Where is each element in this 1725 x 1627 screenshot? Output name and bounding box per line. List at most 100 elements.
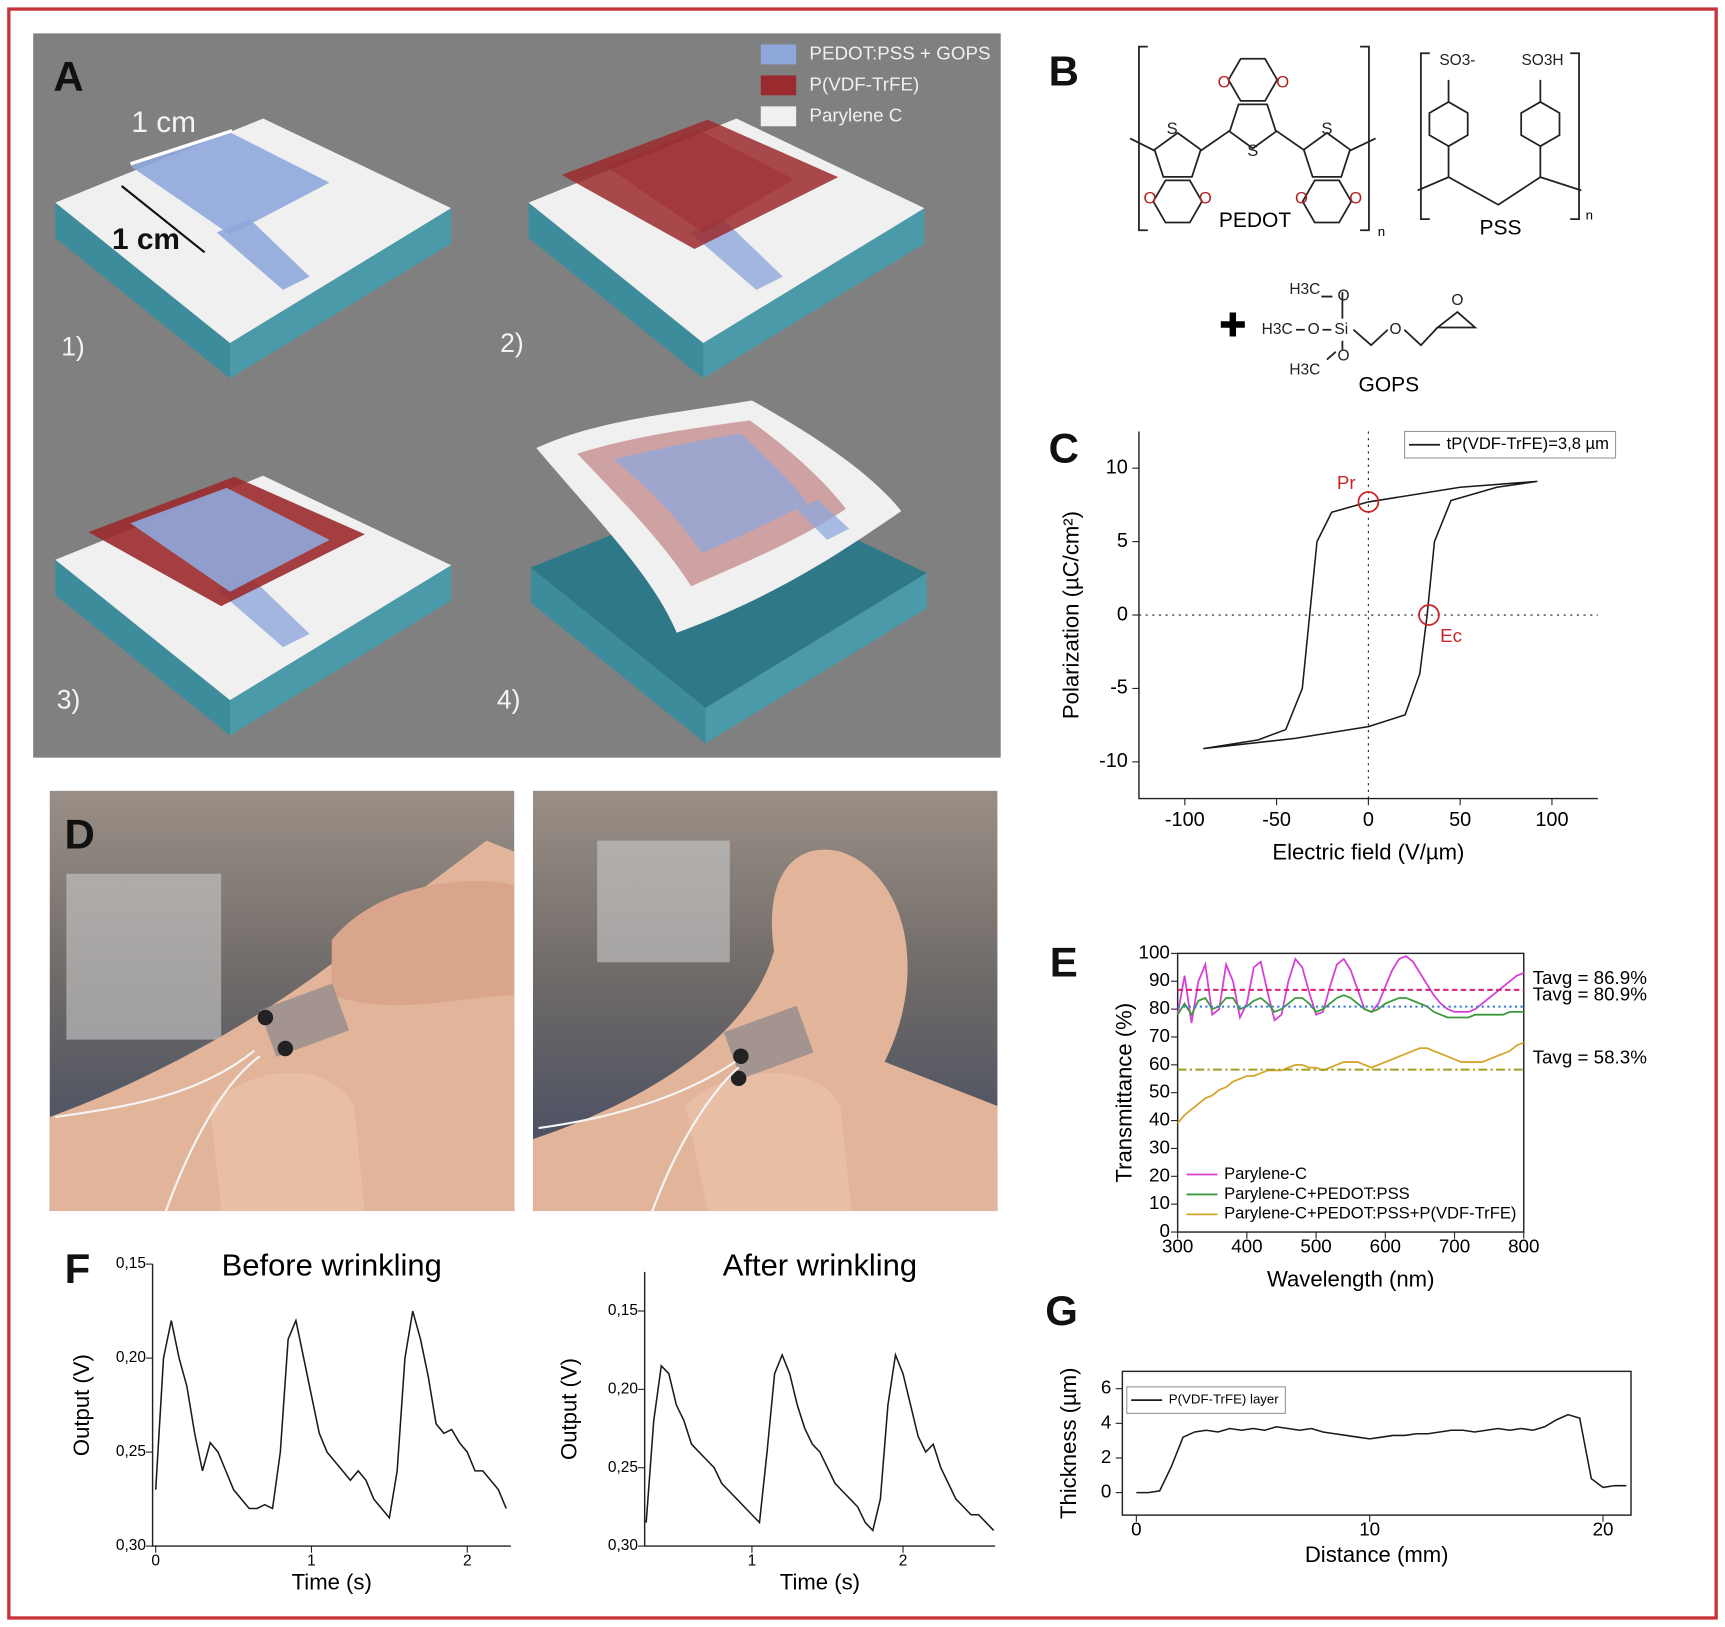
y-tick-label: 20 <box>1149 1164 1170 1185</box>
axis-line <box>151 1264 511 1547</box>
y-tick-label: -5 <box>1110 677 1128 699</box>
y-tick-label: 0,25 <box>116 1443 146 1460</box>
step-label: 1) <box>61 332 85 362</box>
legend-label: Parylene-C+PEDOT:PSS+P(VDF-TrFE) <box>1224 1204 1516 1223</box>
annotation-marker <box>1418 604 1440 626</box>
bond <box>1129 129 1376 152</box>
scale-bar <box>120 185 206 254</box>
x-tick-label: -50 <box>1262 809 1291 831</box>
group-label: H3C <box>1289 281 1320 298</box>
y-tick-label: 4 <box>1101 1411 1111 1432</box>
legend-swatch <box>760 106 797 127</box>
average-label: Tavg = 80.9% <box>1533 984 1648 1005</box>
x-tick-label: 1 <box>748 1553 757 1570</box>
atom-label: S <box>1167 119 1178 138</box>
step-label: 3) <box>57 684 81 714</box>
x-tick-label: 100 <box>1535 809 1568 831</box>
y-axis-label: Polarization (µC/cm²) <box>1058 511 1083 719</box>
x-axis-label: Time (s) <box>780 1570 860 1595</box>
y-tick-label: 10 <box>1149 1192 1170 1213</box>
legend-label: tP(VDF-TrFE)=3,8 µm <box>1447 434 1609 453</box>
y-tick-label: 0 <box>1159 1220 1169 1241</box>
y-tick-label: 30 <box>1149 1136 1170 1157</box>
piezo-layer <box>605 130 794 233</box>
y-tick-label: 10 <box>1106 456 1128 478</box>
annotation-label: Ec <box>1440 625 1462 646</box>
y-tick-label: 0,20 <box>608 1380 638 1397</box>
x-tick-label: 2 <box>463 1553 472 1570</box>
x-tick-label: 0 <box>1131 1519 1141 1540</box>
y-tick-label: 0,25 <box>608 1459 638 1476</box>
plus-icon: ✚ <box>1219 307 1247 344</box>
y-tick-label: 100 <box>1139 941 1170 962</box>
legend-label: PEDOT:PSS + GOPS <box>809 42 990 63</box>
atom-label: O <box>1218 73 1231 92</box>
y-tick-label: 5 <box>1117 530 1128 552</box>
crosslinker-label: GOPS <box>1359 374 1420 397</box>
legend: P(VDF-TrFE) layer <box>1126 1386 1286 1414</box>
group-label: O <box>1308 321 1320 338</box>
group-label: SO3H <box>1521 52 1563 69</box>
legend-label: Parylene-C+PEDOT:PSS <box>1224 1184 1410 1203</box>
substrate-side <box>705 572 927 744</box>
electrode <box>130 130 330 235</box>
data-line <box>1176 1041 1525 1124</box>
y-tick-label: 0,30 <box>608 1537 638 1554</box>
scale-label: 1 cm <box>131 106 196 139</box>
x-tick-label: 300 <box>1162 1235 1193 1256</box>
panel-letter: D <box>64 810 94 857</box>
y-axis-label: Output (V) <box>69 1354 94 1456</box>
bond <box>1295 292 1478 361</box>
atom-label: S <box>1321 119 1332 138</box>
x-tick-label: 2 <box>899 1553 908 1570</box>
repeat-index: n <box>1378 224 1385 239</box>
x-tick-label: 0 <box>151 1553 160 1570</box>
y-axis-label: Thickness (µm) <box>1056 1367 1081 1519</box>
data-line <box>154 1310 507 1520</box>
y-tick-label: 0,20 <box>116 1349 146 1366</box>
substrate-side <box>230 565 452 736</box>
legend-label: Parylene-C <box>1224 1164 1307 1183</box>
panel-letter: F <box>65 1245 91 1292</box>
x-tick-label: -100 <box>1165 809 1205 831</box>
bond <box>1417 79 1582 206</box>
ring <box>1153 131 1202 178</box>
y-tick-label: 2 <box>1101 1446 1111 1467</box>
atom-label: S <box>1247 141 1258 160</box>
photo-before <box>49 790 515 1212</box>
legend-label: Parylene C <box>809 104 902 125</box>
group-label: O <box>1337 288 1349 305</box>
photo-after <box>532 790 998 1212</box>
substrate-side <box>528 202 704 379</box>
y-tick-label: 50 <box>1149 1081 1170 1102</box>
x-tick-label: 700 <box>1439 1235 1470 1256</box>
x-tick-label: 600 <box>1370 1235 1401 1256</box>
y-axis-label: Transmittance (%) <box>1112 1003 1137 1183</box>
group-label: H3C <box>1262 321 1293 338</box>
legend-swatch <box>760 44 797 65</box>
data-line <box>1176 994 1524 1019</box>
chart-title: Before wrinkling <box>222 1248 442 1283</box>
legend-label: P(VDF-TrFE) <box>809 73 919 94</box>
step-label: 4) <box>497 684 521 714</box>
average-label: Tavg = 86.9% <box>1533 967 1648 988</box>
axis-line <box>643 1271 996 1547</box>
group-label: H3C <box>1289 362 1320 379</box>
polymer-label: PEDOT <box>1219 209 1292 232</box>
ring <box>1228 103 1278 150</box>
scale-bar <box>129 129 233 166</box>
y-tick-label: 70 <box>1149 1025 1170 1046</box>
data-line <box>1203 480 1538 750</box>
legend: tP(VDF-TrFE)=3,8 µm <box>1404 430 1617 459</box>
ring <box>1520 100 1561 148</box>
y-tick-label: 60 <box>1149 1053 1170 1074</box>
x-tick-label: 500 <box>1300 1235 1331 1256</box>
y-tick-label: 0,15 <box>608 1302 638 1319</box>
x-axis-label: Electric field (V/µm) <box>1272 840 1464 865</box>
x-tick-label: 400 <box>1231 1235 1262 1256</box>
group-label: O <box>1389 321 1401 338</box>
polymer-label: PSS <box>1480 217 1522 240</box>
y-tick-label: -10 <box>1099 750 1128 772</box>
repeat-index: n <box>1586 207 1593 222</box>
